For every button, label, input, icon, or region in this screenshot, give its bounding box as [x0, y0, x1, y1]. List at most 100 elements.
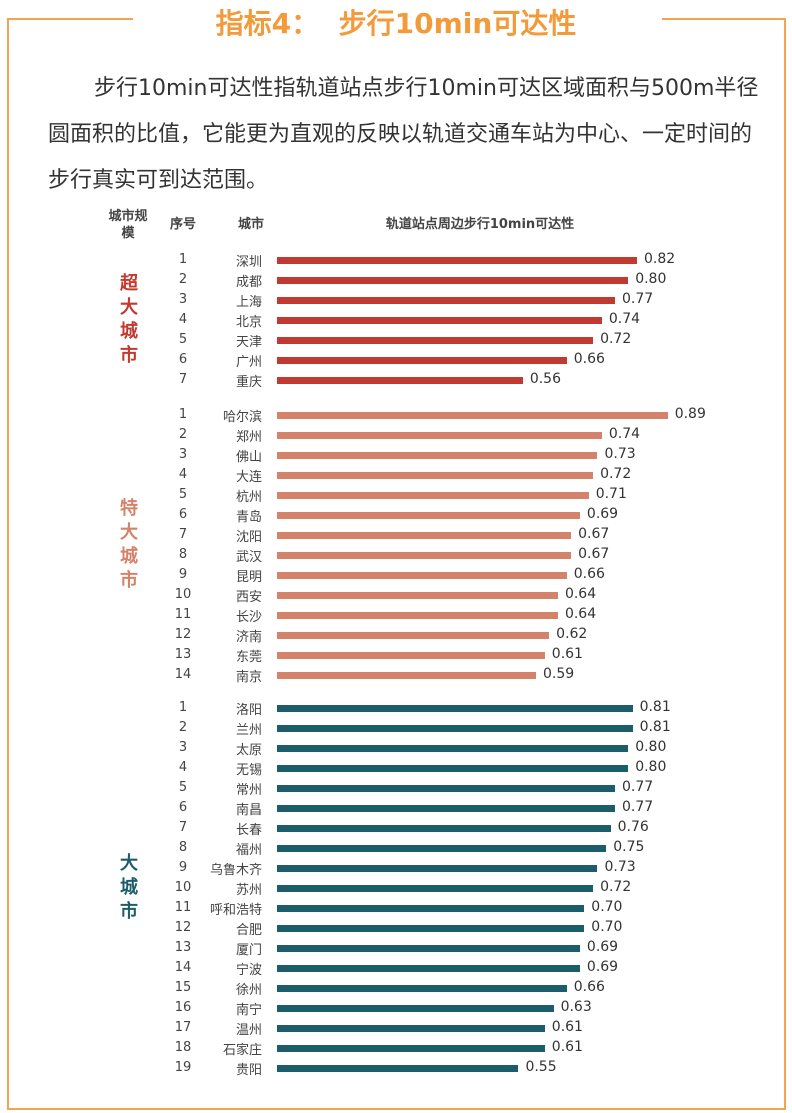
bar-row: 18 石家庄 0.61 [0, 1038, 792, 1058]
city-label: 无锡 [235, 763, 262, 778]
page-title: 指标4： 步行10min可达性 [215, 7, 577, 40]
bar [277, 672, 536, 679]
row-index: 13 [174, 647, 192, 662]
city-label: 东莞 [235, 650, 262, 665]
row-index: 2 [178, 427, 188, 442]
row-index: 13 [174, 940, 192, 955]
value-label: 0.69 [586, 959, 619, 975]
row-index: 8 [178, 840, 188, 855]
value-label: 0.75 [613, 839, 645, 855]
city-label: 福州 [235, 843, 262, 858]
row-index: 3 [178, 447, 188, 462]
row-index: 17 [174, 1020, 192, 1035]
city-label: 广州 [235, 355, 262, 370]
row-index: 1 [178, 252, 188, 267]
row-index: 2 [178, 272, 188, 287]
value-label: 0.63 [560, 999, 592, 1015]
row-index: 12 [174, 627, 192, 642]
value-label: 0.77 [622, 799, 654, 815]
city-label: 厦门 [235, 943, 262, 958]
value-label: 0.80 [635, 271, 667, 287]
value-label: 0.80 [635, 759, 667, 775]
city-label: 南京 [235, 670, 262, 685]
row-index: 6 [178, 507, 188, 522]
row-index: 9 [178, 567, 188, 582]
row-index: 1 [178, 700, 188, 715]
city-label: 北京 [235, 315, 262, 330]
row-index: 11 [174, 607, 192, 622]
bar [277, 412, 668, 419]
city-label: 杭州 [235, 490, 262, 505]
bar-row: 7 沈阳 0.67 [0, 525, 792, 545]
bar-row: 5 杭州 0.71 [0, 485, 792, 505]
bar-row: 7 重庆 0.56 [0, 370, 792, 390]
bar [277, 765, 629, 772]
bar [277, 612, 558, 619]
bar [277, 317, 602, 324]
city-label: 常州 [235, 783, 262, 798]
group-label: 超大城市 [120, 273, 138, 366]
bar-row: 3 上海 0.77 [0, 290, 792, 310]
value-label: 0.80 [635, 739, 667, 755]
bar [277, 632, 550, 639]
row-index: 2 [178, 720, 188, 735]
city-label: 乌鲁木齐 [209, 863, 262, 878]
value-label: 0.77 [622, 291, 654, 307]
city-label: 长春 [235, 823, 262, 838]
value-label: 0.66 [573, 979, 605, 995]
city-label: 石家庄 [222, 1043, 262, 1058]
bar-row: 1 洛阳 0.81 [0, 698, 792, 718]
bar-row: 5 常州 0.77 [0, 778, 792, 798]
row-index: 8 [178, 547, 188, 562]
city-label: 贵阳 [235, 1063, 262, 1078]
city-label: 洛阳 [235, 703, 262, 718]
bar-row: 19 贵阳 0.55 [0, 1058, 792, 1078]
bar-row: 3 佛山 0.73 [0, 445, 792, 465]
bar-row: 2 成都 0.80 [0, 270, 792, 290]
bar-row: 10 苏州 0.72 [0, 878, 792, 898]
value-label: 0.66 [573, 351, 605, 367]
bar-row: 8 福州 0.75 [0, 838, 792, 858]
city-label: 南昌 [235, 803, 262, 818]
value-label: 0.61 [551, 1019, 583, 1035]
value-label: 0.89 [674, 406, 706, 422]
header-scale: 城市规模 [108, 209, 148, 241]
row-index: 7 [178, 820, 188, 835]
bar-row: 6 青岛 0.69 [0, 505, 792, 525]
value-label: 0.66 [573, 566, 605, 582]
bar [277, 432, 602, 439]
value-label: 0.82 [643, 251, 676, 267]
bar [277, 572, 567, 579]
row-index: 5 [178, 780, 188, 795]
bar [277, 377, 523, 384]
row-index: 10 [174, 587, 192, 602]
row-index: 9 [178, 860, 188, 875]
city-label: 大连 [235, 470, 262, 485]
row-index: 6 [178, 800, 188, 815]
bar [277, 745, 629, 752]
value-label: 0.74 [608, 426, 641, 442]
bar-row: 11 长沙 0.64 [0, 605, 792, 625]
bar [277, 705, 633, 712]
city-label: 济南 [235, 630, 262, 645]
bar-row: 14 宁波 0.69 [0, 958, 792, 978]
city-label: 上海 [235, 295, 262, 310]
row-index: 11 [174, 900, 192, 915]
city-label: 成都 [235, 275, 262, 290]
city-label: 合肥 [235, 923, 262, 938]
row-index: 5 [178, 487, 188, 502]
bar [277, 845, 607, 852]
row-index: 7 [178, 527, 188, 542]
row-index: 7 [178, 372, 188, 387]
bar [277, 805, 616, 812]
value-label: 0.64 [564, 586, 597, 602]
group-label: 特大城市 [120, 498, 138, 591]
description-paragraph: 步行10min可达性指轨道站点步行10min可达区域面积与500m半径圆面积的比… [48, 66, 768, 204]
bar-row: 6 广州 0.66 [0, 350, 792, 370]
bar [277, 512, 580, 519]
bar [277, 865, 598, 872]
row-index: 4 [178, 467, 188, 482]
city-label: 沈阳 [235, 530, 262, 545]
city-label: 温州 [235, 1023, 262, 1038]
title-rule-right [662, 18, 784, 20]
